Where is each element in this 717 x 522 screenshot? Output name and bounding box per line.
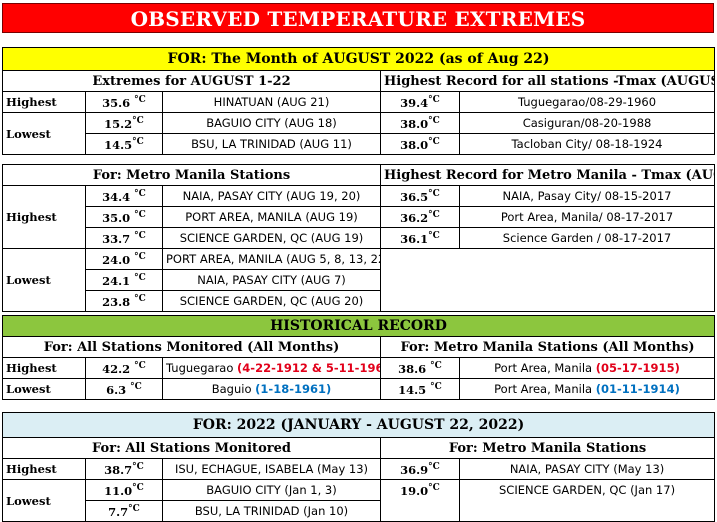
page-title: OBSERVED TEMPERATURE EXTREMES — [2, 3, 714, 33]
metro-low-station: PORT AREA, MANILA (AUG 5, 8, 13, 22) — [162, 248, 381, 270]
metro-low-value: 24.0 °C — [85, 248, 163, 270]
year-left-header: For: All Stations Monitored — [2, 437, 381, 459]
year-high-value: 38.7°C — [85, 458, 163, 480]
metro-low-value: 24.1 °C — [85, 269, 163, 291]
metro-record-value: 36.1°C — [380, 227, 460, 249]
record-station: Tuguegarao/08-29-1960 — [458, 91, 716, 113]
monthly-low-value: 14.5°C — [85, 133, 163, 155]
historical-mm-low-value: 14.5 °C — [380, 378, 460, 400]
metro-high-value: 35.0 °C — [85, 206, 163, 228]
monthly-high-station: HINATUAN (AUG 21) — [162, 91, 381, 113]
historical-mm-high-value: 38.6 °C — [380, 357, 460, 379]
historical-record-table: HISTORICAL RECORD For: All Stations Moni… — [2, 315, 715, 400]
monthly-right-header: Highest Record for all stations -Tmax (A… — [379, 70, 716, 92]
highest-label: Highest — [2, 91, 86, 113]
monthly-low-station: BSU, LA TRINIDAD (AUG 11) — [162, 133, 381, 155]
metro-low-station: NAIA, PASAY CITY (AUG 7) — [162, 269, 381, 291]
metro-low-station: SCIENCE GARDEN, QC (AUG 20) — [162, 290, 381, 312]
record-value: 38.0°C — [380, 112, 460, 134]
historical-mm-high-station: Port Area, Manila (05-17-1915) — [459, 357, 715, 379]
monthly-high-value: 35.6 °C — [85, 91, 163, 113]
metro-record-station: NAIA, Pasay City/ 08-15-2017 — [458, 185, 716, 207]
empty-cell — [379, 248, 716, 312]
metro-high-value: 34.4 °C — [85, 185, 163, 207]
metro-record-station: Port Area, Manila/ 08-17-2017 — [458, 206, 716, 228]
year-mm-high-value: 36.9°C — [380, 458, 460, 480]
year-mm-low-station: SCIENCE GARDEN, QC (Jan 17) — [458, 479, 716, 522]
metro-record-value: 36.2°C — [380, 206, 460, 228]
year-band: FOR: 2022 (JANUARY - AUGUST 22, 2022) — [1, 412, 716, 438]
record-station: Casiguran/08-20-1988 — [458, 112, 716, 134]
historical-mm-low-station: Port Area, Manila (01-11-1914) — [459, 378, 715, 400]
year-right-header: For: Metro Manila Stations — [379, 437, 716, 459]
historical-low-value: 6.3 °C — [85, 378, 163, 400]
year-high-station: ISU, ECHAGUE, ISABELA (May 13) — [162, 458, 381, 480]
metro-record-value: 36.5°C — [380, 185, 460, 207]
highest-label: Highest — [2, 357, 86, 379]
lowest-label: Lowest — [2, 112, 86, 155]
metro-high-station: NAIA, PASAY CITY (AUG 19, 20) — [162, 185, 381, 207]
metro-left-header: For: Metro Manila Stations — [2, 164, 381, 186]
year-low-station: BSU, LA TRINIDAD (Jan 10) — [162, 500, 381, 522]
lowest-label: Lowest — [2, 479, 86, 522]
record-value: 38.0°C — [380, 133, 460, 155]
historical-band: HISTORICAL RECORD — [2, 315, 715, 337]
year-2022-table: FOR: 2022 (JANUARY - AUGUST 22, 2022) Fo… — [1, 412, 716, 522]
metro-right-header: Highest Record for Metro Manila - Tmax (… — [379, 164, 716, 186]
historical-left-header: For: All Stations Monitored (All Months) — [2, 336, 381, 358]
lowest-label: Lowest — [2, 378, 86, 400]
record-value: 39.4°C — [380, 91, 460, 113]
metro-record-station: Science Garden / 08-17-2017 — [458, 227, 716, 249]
metro-high-station: PORT AREA, MANILA (AUG 19) — [162, 206, 381, 228]
metro-high-station: SCIENCE GARDEN, QC (AUG 19) — [162, 227, 381, 249]
monthly-low-value: 15.2°C — [85, 112, 163, 134]
lowest-label: Lowest — [2, 248, 86, 312]
record-station: Tacloban City/ 08-18-1924 — [458, 133, 716, 155]
monthly-left-header: Extremes for AUGUST 1-22 — [2, 70, 381, 92]
monthly-low-station: BAGUIO CITY (AUG 18) — [162, 112, 381, 134]
highest-label: Highest — [2, 185, 86, 249]
historical-high-station: Tuguegarao (4-22-1912 & 5-11-1969) — [162, 357, 381, 379]
year-mm-low-value: 19.0°C — [380, 479, 460, 522]
monthly-extremes-table: FOR: The Month of AUGUST 2022 (as of Aug… — [1, 47, 716, 155]
highest-label: Highest — [2, 458, 86, 480]
historical-right-header: For: Metro Manila Stations (All Months) — [380, 336, 715, 358]
month-band: FOR: The Month of AUGUST 2022 (as of Aug… — [1, 47, 716, 71]
metro-manila-table: For: Metro Manila Stations Highest Recor… — [2, 164, 716, 312]
historical-high-value: 42.2 °C — [85, 357, 163, 379]
year-low-value: 11.0°C — [85, 479, 163, 501]
year-low-value: 7.7°C — [85, 500, 163, 522]
historical-low-station: Baguio (1-18-1961) — [162, 378, 381, 400]
metro-low-value: 23.8 °C — [85, 290, 163, 312]
year-low-station: BAGUIO CITY (Jan 1, 3) — [162, 479, 381, 501]
year-mm-high-station: NAIA, PASAY CITY (May 13) — [458, 458, 716, 480]
metro-high-value: 33.7 °C — [85, 227, 163, 249]
